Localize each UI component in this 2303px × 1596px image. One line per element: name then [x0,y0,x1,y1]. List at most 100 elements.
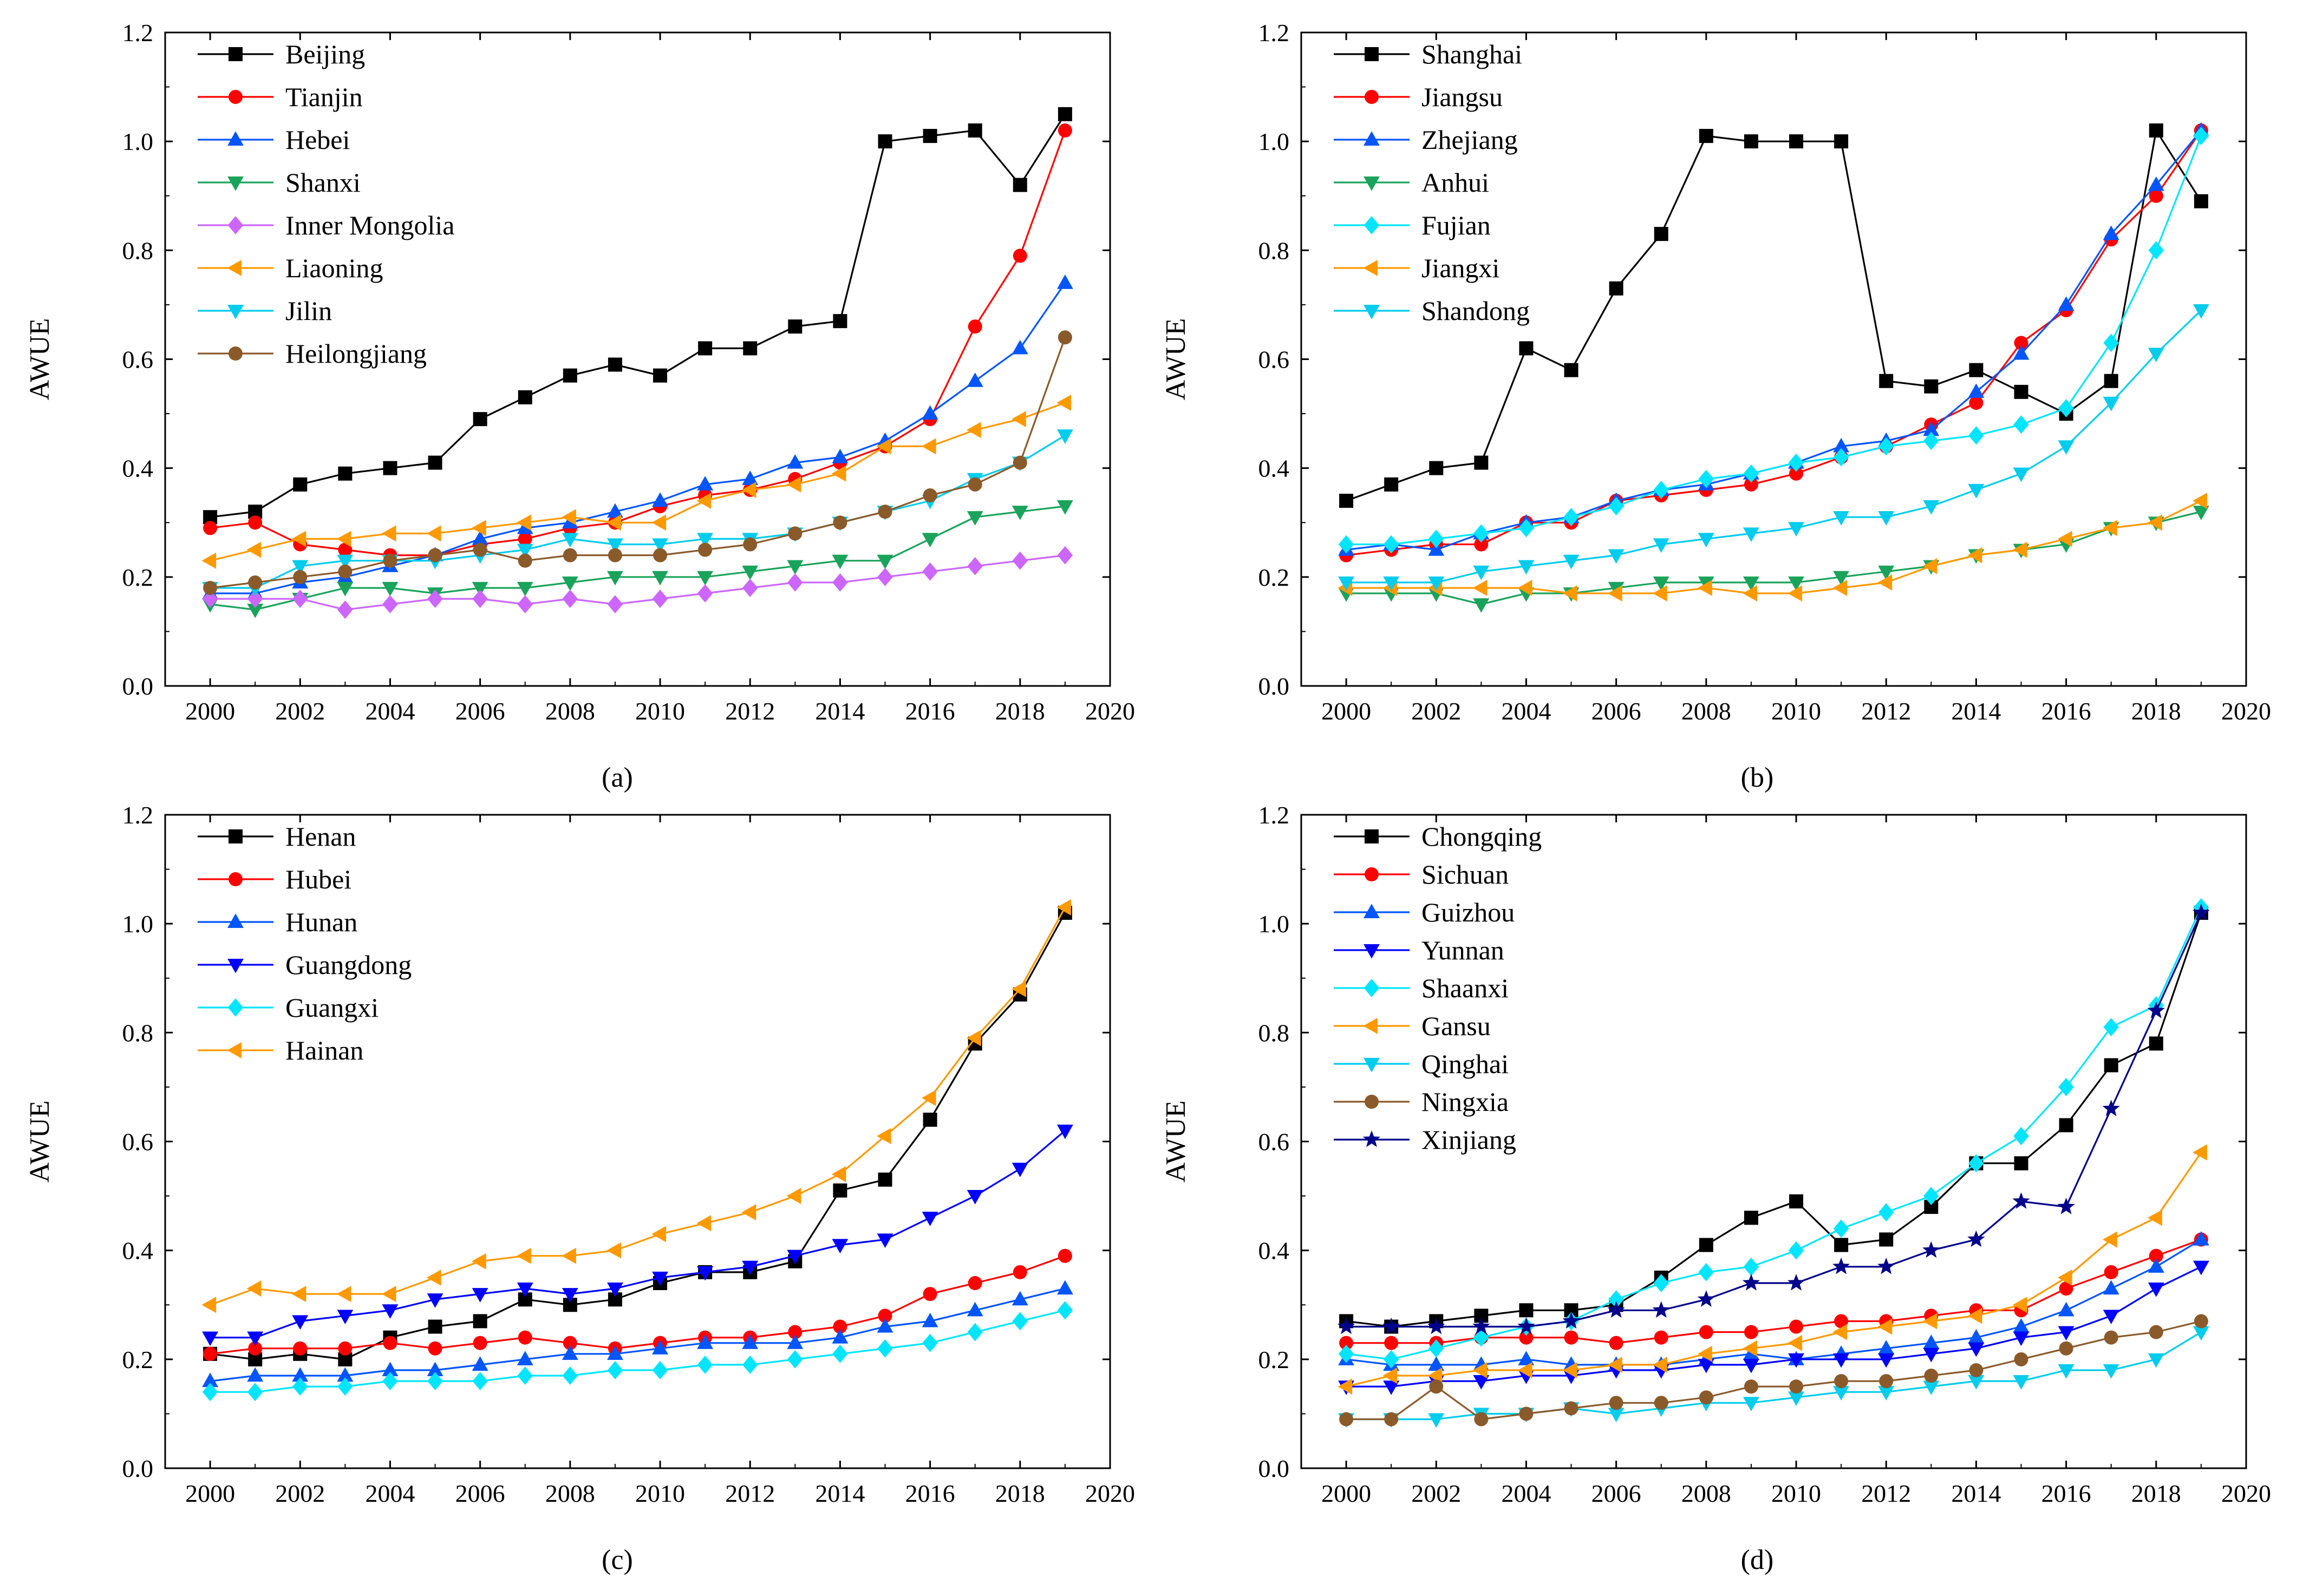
data-point [1833,571,1850,586]
legend-label: Hunan [285,907,357,937]
x-tick-label: 2014 [815,1480,865,1507]
data-point [1967,1307,1982,1324]
y-tick-label: 0.6 [1258,346,1290,374]
x-tick-label: 2006 [455,697,505,725]
data-point [652,590,668,608]
data-point [2193,493,2207,509]
data-point [877,567,893,586]
data-point [517,1283,533,1297]
data-point [1968,1342,1985,1357]
data-point [337,600,353,619]
data-point [652,492,668,507]
data-point [428,1319,442,1334]
series-heilongjiang [203,330,1072,595]
data-point [1428,1413,1445,1428]
data-point [968,477,982,492]
data-point [1564,1401,1578,1416]
y-tick-label: 0.4 [1258,455,1290,482]
data-point [1564,1303,1578,1318]
series-hunan [202,1280,1073,1388]
data-point [203,521,218,535]
data-point [1788,1353,1804,1368]
data-point [1608,1408,1625,1423]
data-point [1833,1353,1850,1368]
data-point [651,1226,667,1242]
data-point [2149,1248,2163,1263]
series-fujian [1338,127,2209,554]
data-point [1013,455,1027,470]
data-point [833,1319,847,1334]
data-point [968,319,982,334]
data-point [1923,431,1939,450]
data-point [517,581,533,597]
data-point [427,1372,443,1390]
series-inner-mongolia [202,546,1073,619]
data-point [786,1188,801,1205]
data-point [1877,1257,1895,1274]
data-point [1056,429,1073,444]
legend-label: Guizhou [1421,897,1515,927]
data-point [1338,1317,1355,1335]
data-point [1923,1187,1939,1205]
data-point [1789,1319,1804,1334]
legend-label: Hubei [285,864,351,894]
data-point [878,134,892,149]
data-point [382,581,399,597]
data-point [788,1325,803,1339]
data-point [518,532,532,546]
series-line [1346,1331,2202,1421]
data-point [1787,1274,1805,1291]
data-point [1743,1397,1759,1411]
x-tick-label: 2008 [545,697,595,725]
legend-marker [1365,1095,1379,1109]
legend-marker [1363,944,1380,959]
data-point [1924,379,1939,394]
data-point [2058,440,2074,455]
data-point [2148,1283,2164,1297]
data-point [562,1247,576,1264]
data-point [2149,1325,2163,1339]
legend-marker [227,1042,242,1058]
data-point [1562,585,1577,601]
data-point [1833,1219,1849,1238]
panel-c: 2000 2002 2004 2006 2008 2010 2012 2014 2016 2018… [24,801,1135,1575]
data-point [1518,1351,1535,1365]
legend-marker [1363,304,1380,319]
legend-label: Shandong [1421,296,1530,326]
data-point [1969,395,1984,410]
data-point [1789,466,1804,481]
data-point [1338,1344,1354,1363]
data-point [607,1283,623,1297]
data-point [336,531,351,547]
legend-marker [229,90,243,104]
data-point [1698,1263,1714,1281]
data-point [876,1128,891,1144]
data-point [607,1361,623,1379]
data-point [1012,1162,1028,1178]
data-point [1056,395,1071,411]
data-point [1833,1386,1850,1401]
y-tick-label: 0.8 [1258,1019,1290,1046]
y-tick-label: 0.6 [1258,1128,1290,1156]
data-point [1653,576,1669,591]
data-point [2104,1265,2118,1279]
data-point [563,1336,577,1350]
y-tick-label: 0.2 [122,1346,154,1373]
data-point [1968,426,1984,445]
data-point [472,530,488,545]
x-tick-label: 2008 [1681,697,1731,725]
data-point [2147,1002,2165,1018]
data-point [1834,1238,1849,1252]
data-point [1968,1329,1985,1344]
x-tick-label: 2008 [1681,1480,1731,1507]
data-point [743,537,758,552]
series-gansu [1338,1144,2207,1395]
data-point [382,1304,399,1319]
data-point [1788,1241,1804,1260]
data-point [1968,483,1985,499]
data-point [1743,585,1758,601]
data-point [2012,1192,2030,1209]
data-point [1833,511,1850,526]
legend-label: Gansu [1421,1011,1491,1041]
series-line [1346,1152,2202,1388]
